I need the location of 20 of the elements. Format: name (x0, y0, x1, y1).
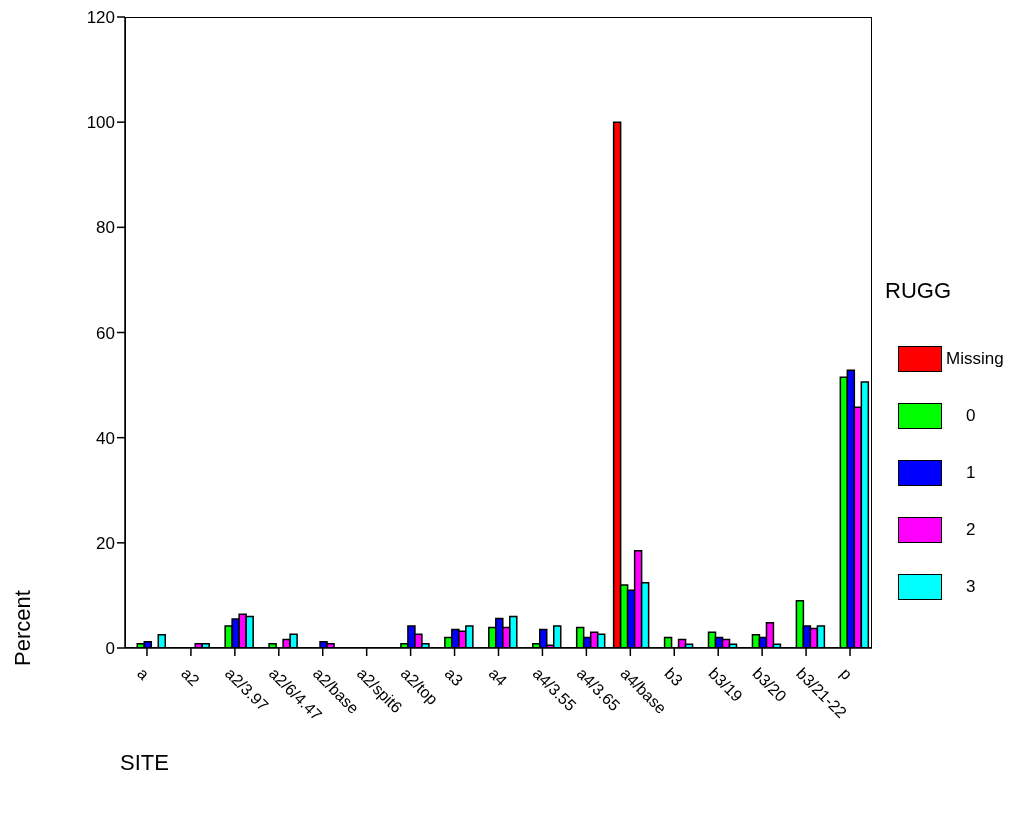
x-tick-label: a2 (178, 664, 203, 690)
y-tick-label: 60 (96, 323, 115, 343)
x-tick-label: b3 (661, 664, 687, 690)
y-tick-label: 80 (96, 218, 115, 238)
legend-label: 1 (965, 462, 977, 483)
legend-title: RUGG (885, 278, 952, 304)
legend-label: 3 (965, 576, 977, 597)
y-axis-title: Percent (10, 590, 36, 666)
x-tick-label: a4 (485, 664, 511, 690)
y-tick-label: 40 (96, 428, 115, 448)
y-tick-label: 0 (105, 639, 115, 659)
x-tick-label: a (134, 664, 153, 683)
x-tick-label: a3 (441, 664, 467, 690)
legend-label: Missing (946, 348, 1005, 369)
y-tick-label: 120 (86, 8, 115, 28)
legend-label: 0 (965, 405, 977, 426)
y-tick-label: 100 (86, 113, 115, 133)
y-tick-label: 20 (96, 533, 115, 553)
x-axis-title: SITE (120, 750, 169, 776)
legend-label: 2 (965, 519, 977, 540)
